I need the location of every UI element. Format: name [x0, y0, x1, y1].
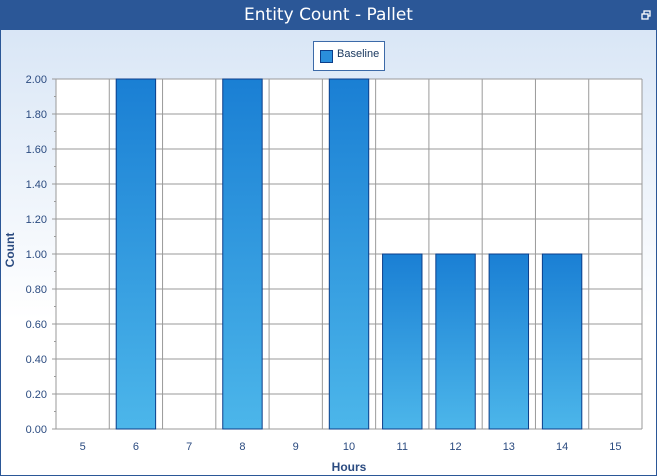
- x-tick-label: 12: [449, 441, 461, 453]
- y-tick-label: 0.00: [26, 424, 47, 436]
- x-tick-label: 14: [556, 441, 568, 453]
- x-tick-label: 6: [133, 441, 139, 453]
- y-axis-title: Count: [3, 233, 17, 268]
- bar-13: [488, 253, 530, 430]
- y-tick-label: 1.80: [26, 109, 47, 121]
- y-tick-label: 0.80: [26, 284, 47, 296]
- restore-icon[interactable]: [639, 9, 653, 21]
- y-tick-label: 1.60: [26, 144, 47, 156]
- x-tick-label: 9: [293, 441, 299, 453]
- x-tick-label: 13: [503, 441, 515, 453]
- x-axis-title: Hours: [332, 460, 367, 474]
- x-tick-label: 7: [186, 441, 192, 453]
- bar-6: [115, 78, 157, 430]
- y-tick-label: 1.40: [26, 179, 47, 191]
- y-tick-label: 1.00: [26, 249, 47, 261]
- bar-chart: 0.00 0.20 0.40 0.60 0.80 1.00 1.20 1.40 1.60 1.80…: [3, 74, 643, 474]
- y-tick-label: 0.40: [26, 354, 47, 366]
- y-tick-label: 0.20: [26, 389, 47, 401]
- bar-8: [222, 78, 263, 430]
- x-tick-label: 8: [239, 441, 245, 453]
- x-tick-label: 5: [80, 441, 86, 453]
- bar-12: [435, 253, 476, 430]
- bar-11: [382, 253, 423, 430]
- x-tick-label: 15: [609, 441, 621, 453]
- bar-14: [541, 253, 583, 430]
- legend-swatch-baseline: [320, 50, 333, 63]
- chart-area: Baseline 0.00 0.20 0.40 0.60 0.80 1.00 1.20 1.4…: [1, 30, 656, 475]
- title-bar: Entity Count - Pallet: [1, 1, 656, 30]
- legend: Baseline: [313, 41, 385, 71]
- window-title: Entity Count - Pallet: [244, 5, 413, 25]
- y-tick-label: 0.60: [26, 319, 47, 331]
- x-tick-label: 11: [397, 441, 408, 453]
- x-tick-label: 10: [343, 441, 355, 453]
- bar-10: [328, 78, 370, 430]
- y-tick-label: 2.00: [26, 74, 47, 86]
- y-tick-label: 1.20: [26, 214, 47, 226]
- legend-label-baseline: Baseline: [337, 48, 380, 60]
